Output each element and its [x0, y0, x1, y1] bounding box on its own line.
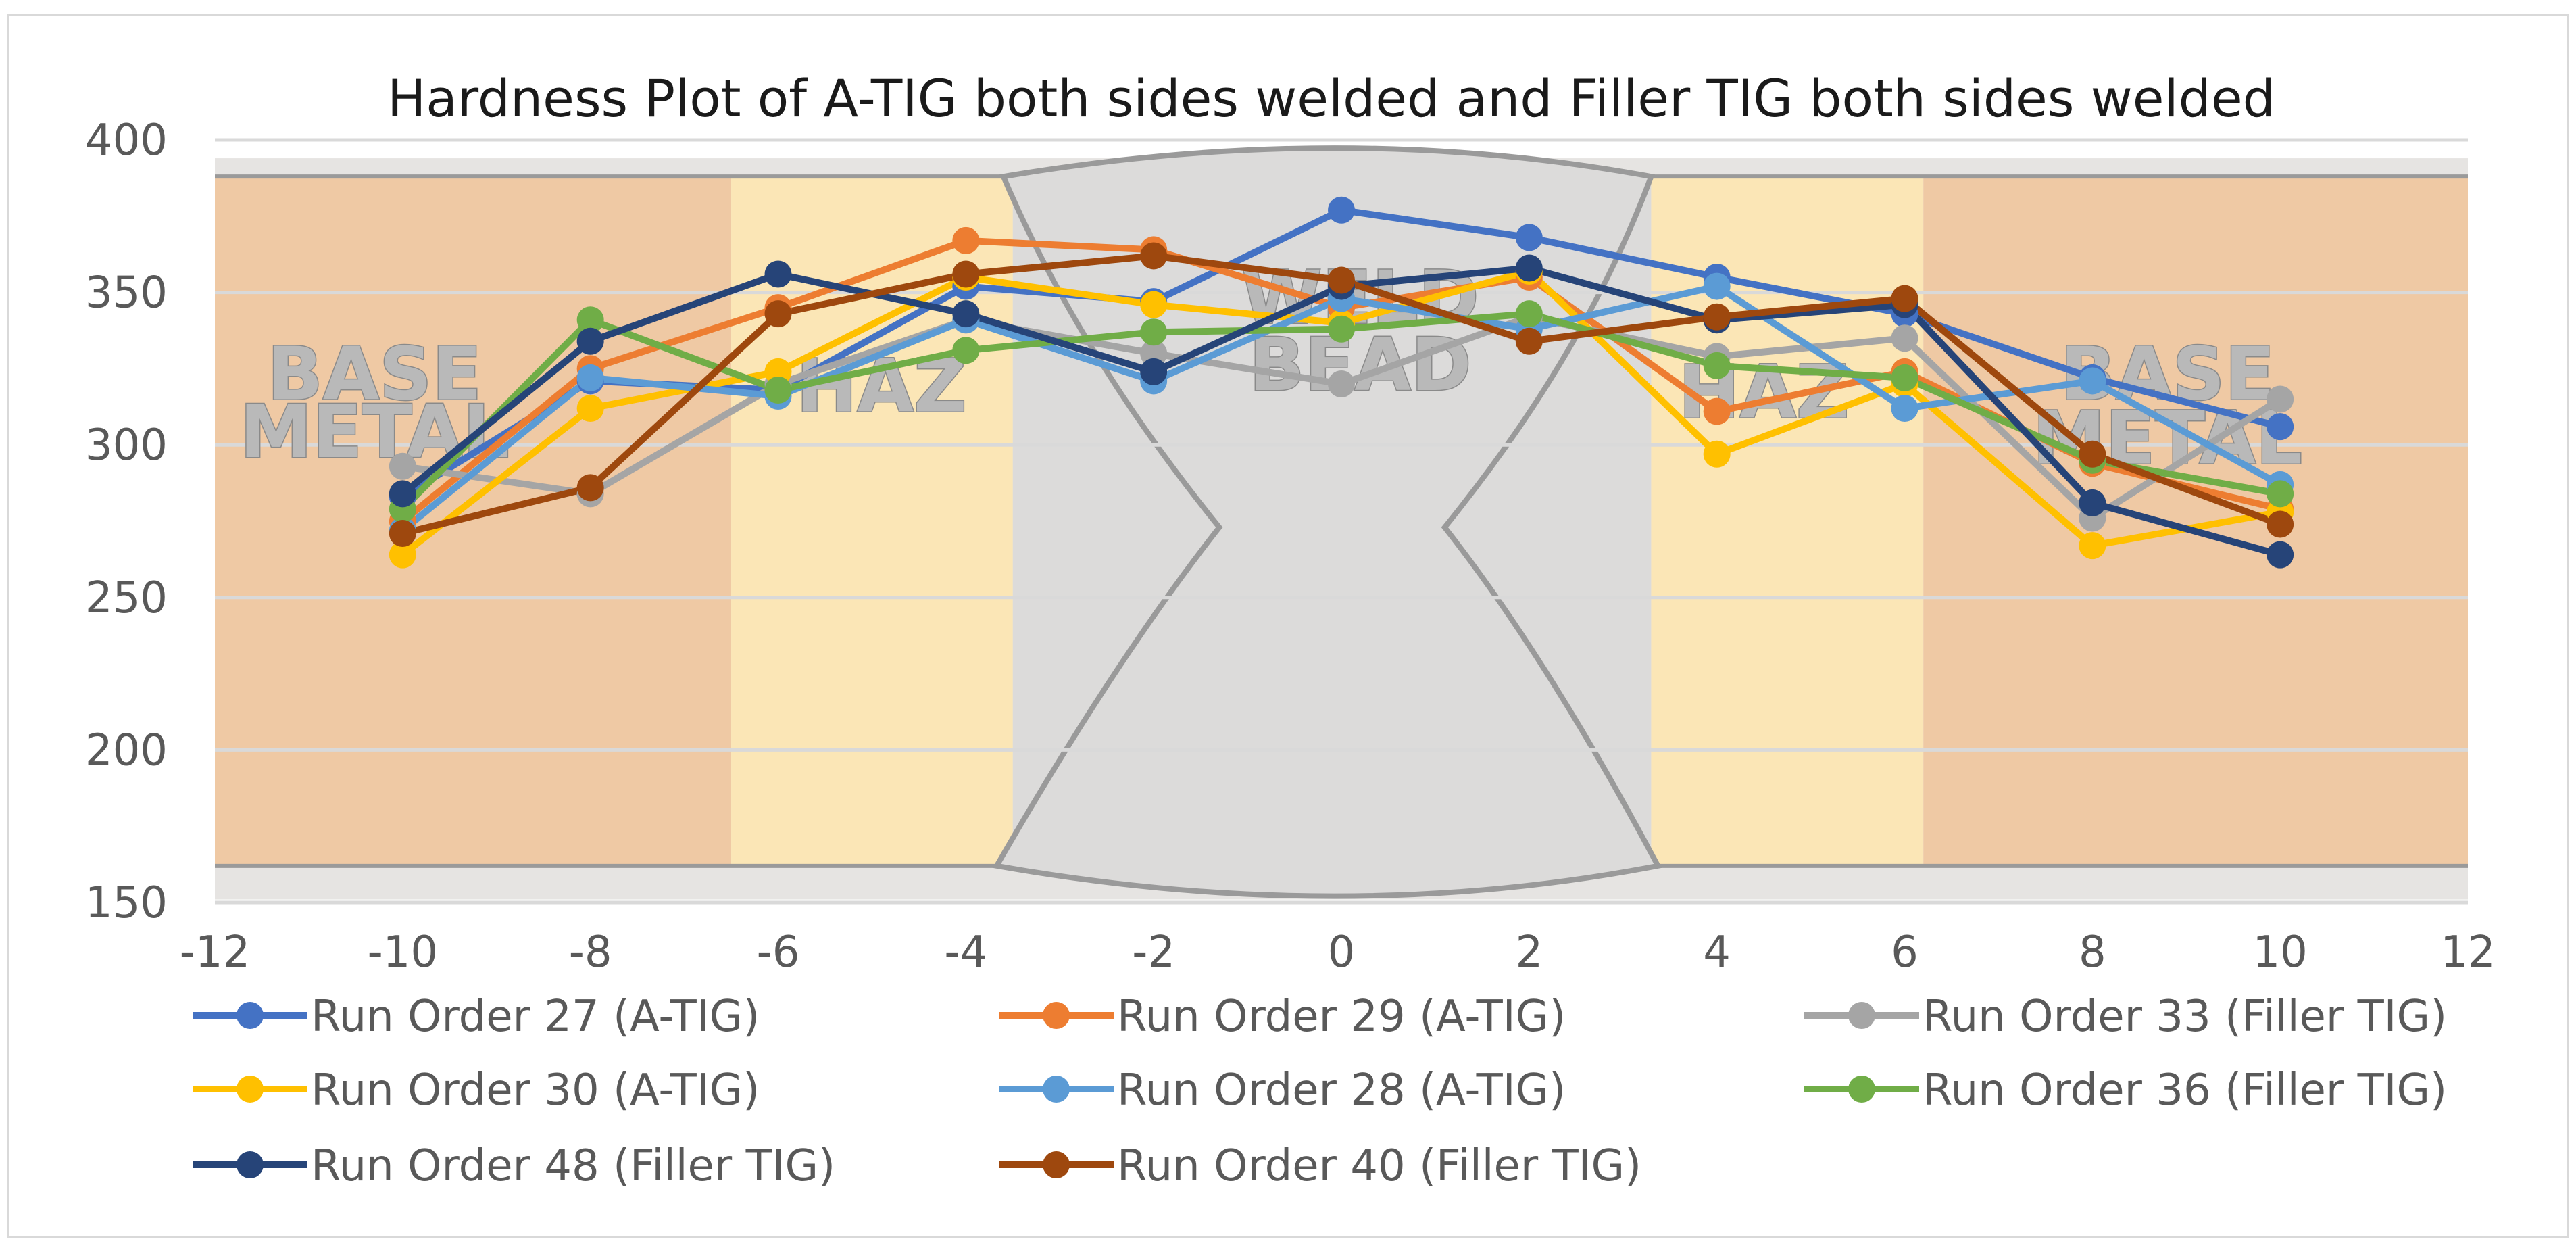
- x-tick-label: 8: [2079, 927, 2106, 978]
- zone-label: METAL: [240, 390, 510, 475]
- data-point: [1140, 242, 1168, 270]
- data-point: [2267, 385, 2294, 413]
- y-tick-label: 200: [85, 725, 168, 775]
- data-point: [576, 327, 604, 355]
- data-point: [576, 364, 604, 391]
- zone-label: BASE: [2060, 333, 2275, 417]
- data-point: [764, 260, 792, 288]
- data-point: [1140, 318, 1168, 346]
- zone-fill: [215, 176, 732, 866]
- data-point: [764, 376, 792, 404]
- data-point: [952, 337, 980, 364]
- y-tick-label: 400: [85, 116, 168, 166]
- y-tick-label: 350: [85, 268, 168, 318]
- data-point: [2267, 480, 2294, 508]
- x-tick-label: -12: [180, 927, 251, 978]
- data-point: [1891, 395, 1918, 423]
- legend-marker: [1043, 1151, 1070, 1178]
- data-point: [1515, 224, 1543, 251]
- data-point: [2267, 413, 2294, 441]
- legend-marker: [1043, 1002, 1070, 1029]
- data-point: [1515, 327, 1543, 355]
- data-point: [389, 452, 416, 480]
- data-point: [1328, 315, 1355, 343]
- data-point: [1328, 196, 1355, 224]
- data-point: [389, 480, 416, 508]
- data-point: [2267, 541, 2294, 569]
- legend-label: Run Order 30 (A-TIG): [311, 1065, 760, 1115]
- data-point: [952, 226, 980, 254]
- legend-label: Run Order 33 (Filler TIG): [1923, 992, 2447, 1042]
- data-point: [2267, 510, 2294, 538]
- legend: Run Order 27 (A-TIG) Run Order 29 (A-TIG)…: [193, 992, 2447, 1191]
- data-point: [1891, 364, 1918, 391]
- data-point: [952, 300, 980, 328]
- data-point: [1515, 300, 1543, 328]
- legend-marker: [1848, 1076, 1875, 1103]
- data-point: [1328, 266, 1355, 294]
- x-tick-label: -4: [944, 927, 987, 978]
- data-point: [1703, 303, 1731, 331]
- data-point: [1703, 440, 1731, 468]
- x-tick-label: -8: [569, 927, 612, 978]
- x-tick-label: -2: [1132, 927, 1175, 978]
- data-point: [1140, 291, 1168, 318]
- y-tick-label: 250: [85, 573, 168, 623]
- data-point: [1703, 272, 1731, 300]
- data-point: [576, 395, 604, 423]
- data-point: [576, 306, 604, 334]
- data-point: [576, 474, 604, 502]
- legend-marker: [1043, 1076, 1070, 1103]
- data-point: [2079, 489, 2106, 516]
- legend-marker: [237, 1151, 264, 1178]
- legend-marker: [237, 1076, 264, 1103]
- x-tick-label: 10: [2252, 927, 2307, 978]
- x-tick-label: 2: [1515, 927, 1543, 978]
- legend-label: Run Order 28 (A-TIG): [1117, 1065, 1566, 1115]
- data-point: [764, 300, 792, 328]
- data-point: [1515, 254, 1543, 282]
- zone-fill: [1651, 176, 1924, 866]
- data-point: [2079, 440, 2106, 468]
- legend-label: Run Order 29 (A-TIG): [1117, 992, 1566, 1042]
- data-point: [389, 520, 416, 548]
- x-tick-label: -10: [368, 927, 439, 978]
- data-point: [1703, 397, 1731, 425]
- x-tick-label: 4: [1703, 927, 1731, 978]
- x-tick-label: 6: [1891, 927, 1918, 978]
- legend-label: Run Order 40 (Filler TIG): [1117, 1141, 1641, 1191]
- data-point: [1703, 352, 1731, 379]
- legend-label: Run Order 48 (Filler TIG): [311, 1141, 835, 1191]
- zone-label: BASE: [267, 333, 481, 417]
- data-point: [1891, 324, 1918, 352]
- x-tick-label: 12: [2440, 927, 2495, 978]
- data-point: [2079, 367, 2106, 395]
- data-point: [1140, 358, 1168, 385]
- y-tick-label: 300: [85, 420, 168, 471]
- chart-title: Hardness Plot of A-TIG both sides welded…: [387, 68, 2275, 128]
- data-point: [952, 260, 980, 288]
- x-tick-label: -6: [757, 927, 800, 978]
- data-point: [2079, 532, 2106, 560]
- y-tick-label: 150: [85, 878, 168, 928]
- zone-fill: [1923, 176, 2468, 866]
- legend-label: Run Order 36 (Filler TIG): [1923, 1065, 2447, 1115]
- x-tick-label: 0: [1328, 927, 1356, 978]
- data-point: [1328, 370, 1355, 397]
- legend-marker: [237, 1002, 264, 1029]
- data-point: [1891, 285, 1918, 312]
- zone-label: BEAD: [1249, 323, 1471, 408]
- data-point: [389, 541, 416, 569]
- legend-label: Run Order 27 (A-TIG): [311, 992, 760, 1042]
- legend-marker: [1848, 1002, 1875, 1029]
